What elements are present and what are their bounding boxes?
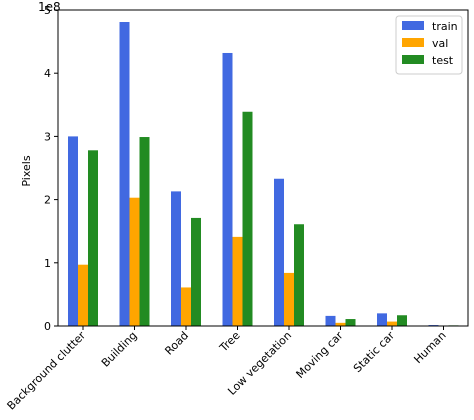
y-tick-label-4: 4 (44, 67, 51, 80)
plot-frame (57, 9, 469, 327)
bar-train-1 (119, 22, 130, 327)
bar-test-5 (345, 319, 356, 326)
bar-test-4 (294, 224, 304, 326)
legend-swatch-train (402, 21, 424, 30)
bar-test-0 (88, 150, 98, 326)
bar-train-5 (325, 315, 336, 326)
y-tick-label-1: 1 (44, 257, 51, 270)
bar-train-0 (68, 136, 78, 326)
x-tick-label-7: Human (411, 329, 448, 366)
bar-train-3 (222, 52, 233, 326)
y-tick-label-5: 5 (44, 4, 51, 17)
bar-train-4 (274, 178, 284, 326)
bar-train-2 (171, 191, 181, 326)
bar-train-6 (377, 313, 387, 326)
bar-val-4 (284, 272, 294, 326)
bar-test-2 (191, 217, 201, 326)
y-tick-label-2: 2 (44, 194, 51, 207)
x-tick-label-0: Background clutter (5, 329, 89, 413)
bar-val-2 (181, 287, 191, 326)
bar-val-1 (129, 197, 140, 326)
legend-swatch-val (402, 38, 424, 47)
x-tick-label-1: Building (99, 329, 140, 370)
bar-val-5 (335, 322, 346, 326)
bars-group (68, 22, 459, 327)
bar-test-1 (139, 137, 150, 326)
legend-swatch-test (402, 55, 424, 64)
y-axis-label: Pixels (20, 155, 33, 186)
x-tick-label-2: Road (162, 329, 191, 358)
x-tick-label-6: Static car (351, 329, 397, 375)
legend: train val test (395, 15, 463, 75)
y-ticks-group: 0 1 2 3 4 5 (44, 4, 58, 333)
bar-val-6 (387, 321, 397, 326)
legend-label-test: test (432, 54, 454, 67)
legend-label-val: val (432, 37, 448, 50)
x-tick-label-5: Moving car (294, 329, 346, 381)
y-tick-label-0: 0 (44, 320, 51, 333)
bar-test-6 (397, 315, 407, 326)
bar-val-0 (78, 264, 88, 326)
legend-label-train: train (432, 20, 458, 33)
bar-test-3 (242, 111, 253, 326)
bar-val-3 (232, 236, 243, 326)
x-tick-label-3: Tree (217, 329, 243, 355)
y-tick-label-3: 3 (44, 130, 51, 143)
